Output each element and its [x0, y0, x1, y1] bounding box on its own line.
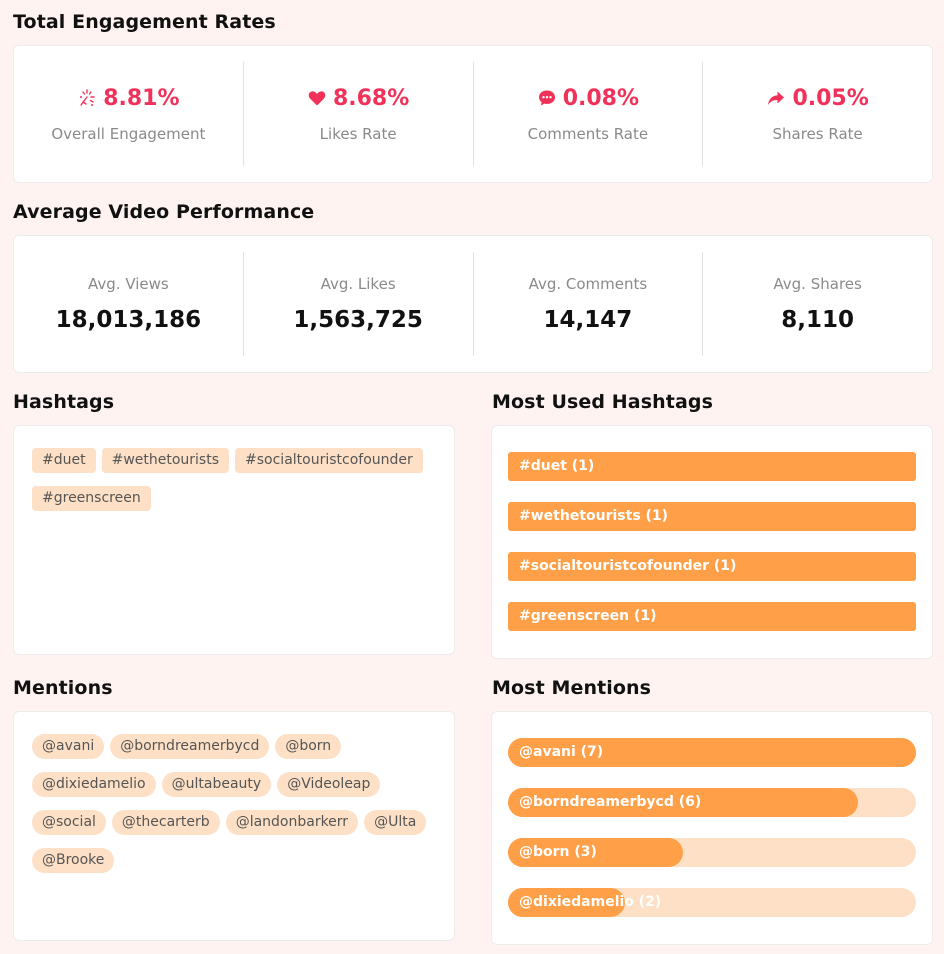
hashtags-section-title: Hashtags [13, 391, 115, 413]
performance-card: Avg. Views 18,013,186 Avg. Likes 1,563,7… [13, 235, 933, 373]
mention-chip[interactable]: @Videoleap [277, 772, 381, 797]
mention-bar: @dixiedamelio (2) [508, 888, 916, 917]
mentions-section-title: Mentions [13, 677, 113, 699]
hashtag-bar-fill [508, 502, 916, 531]
overall-engagement-label: Overall Engagement [51, 124, 206, 143]
most-mentions-card: @avani (7) @borndreamerbycd (6) @born (3… [491, 711, 933, 945]
avg-shares-value: 8,110 [781, 307, 854, 333]
likes-rate-label: Likes Rate [319, 124, 397, 143]
shares-rate-label: Shares Rate [772, 124, 863, 143]
hashtag-bar-fill [508, 602, 916, 631]
engagement-stats: 8.81% Overall Engagement 8.68% Likes Rat… [14, 46, 932, 182]
engagement-shares: 0.05% Shares Rate [703, 62, 932, 166]
performance-stats: Avg. Views 18,013,186 Avg. Likes 1,563,7… [14, 236, 932, 372]
mention-bar-fill [508, 788, 858, 817]
comments-rate-label: Comments Rate [527, 124, 649, 143]
hashtag-bar: #wethetourists (1) [508, 502, 916, 531]
comments-rate-value: 0.08% [562, 85, 640, 111]
avg-comments: Avg. Comments 14,147 [474, 252, 704, 356]
mentions-card: @avani @borndreamerbycd @born @dixiedame… [13, 711, 455, 941]
engagement-card: 8.81% Overall Engagement 8.68% Likes Rat… [13, 45, 933, 183]
avg-views-label: Avg. Views [88, 275, 169, 293]
hashtag-chip[interactable]: #greenscreen [32, 486, 151, 511]
hashtag-bar-label: #greenscreen (1) [519, 608, 657, 624]
most-used-hashtags-card: #duet (1) #wethetourists (1) #socialtour… [491, 425, 933, 659]
likes-rate-value: 8.68% [332, 85, 410, 111]
avg-comments-label: Avg. Comments [528, 275, 648, 293]
hashtag-chip[interactable]: #duet [32, 448, 96, 473]
avg-likes-value: 1,563,725 [293, 307, 423, 333]
hashtags-card: #duet #wethetourists #socialtouristcofou… [13, 425, 455, 655]
hashtag-chip[interactable]: #socialtouristcofounder [235, 448, 423, 473]
hashtag-bar-label: #duet (1) [519, 458, 595, 474]
performance-section-title: Average Video Performance [13, 201, 315, 223]
mention-chip[interactable]: @landonbarkerr [225, 810, 359, 835]
hashtag-chip-list: #duet #wethetourists #socialtouristcofou… [32, 448, 436, 511]
comment-icon [538, 90, 555, 106]
mention-bar-label: @dixiedamelio (2) [519, 894, 662, 910]
mention-chip-list: @avani @borndreamerbycd @born @dixiedame… [32, 734, 440, 873]
engagement-comments: 0.08% Comments Rate [474, 62, 704, 166]
hashtag-bar-label: #socialtouristcofounder (1) [519, 558, 737, 574]
hashtag-bar-label: #wethetourists (1) [519, 508, 669, 524]
engagement-likes: 8.68% Likes Rate [244, 62, 474, 166]
hashtag-bar-fill [508, 552, 916, 581]
shares-rate-value: 0.05% [792, 85, 869, 111]
mention-bar-fill [508, 888, 625, 917]
avg-views: Avg. Views 18,013,186 [14, 252, 244, 356]
most-used-hashtags-section-title: Most Used Hashtags [492, 391, 713, 413]
mention-bar-label: @borndreamerbycd (6) [519, 794, 702, 810]
hashtag-chip[interactable]: #wethetourists [101, 448, 230, 473]
hashtag-bar: #socialtouristcofounder (1) [508, 552, 916, 581]
mention-chip[interactable]: @Brooke [32, 848, 115, 873]
most-mentions-section-title: Most Mentions [492, 677, 652, 699]
mention-bar-fill [508, 738, 916, 767]
avg-comments-value: 14,147 [543, 307, 633, 333]
mention-bar: @born (3) [508, 838, 916, 867]
mention-chip[interactable]: @avani [32, 734, 105, 759]
avg-views-value: 18,013,186 [55, 307, 202, 333]
mention-chip[interactable]: @Ulta [364, 810, 427, 835]
mention-chip[interactable]: @born [275, 734, 342, 759]
share-icon [768, 91, 785, 105]
mention-bar: @avani (7) [508, 738, 916, 767]
mention-bar-label: @born (3) [519, 844, 597, 860]
avg-shares: Avg. Shares 8,110 [703, 252, 932, 356]
sparkle-icon [80, 89, 95, 106]
mention-chip[interactable]: @borndreamerbycd [110, 734, 270, 759]
mention-chip[interactable]: @dixiedamelio [32, 772, 156, 797]
mention-bar: @borndreamerbycd (6) [508, 788, 916, 817]
heart-icon [308, 91, 326, 106]
hashtag-bar: #duet (1) [508, 452, 916, 481]
avg-likes-label: Avg. Likes [320, 275, 396, 293]
mention-chip[interactable]: @social [32, 810, 106, 835]
mention-bar-label: @avani (7) [519, 744, 604, 760]
avg-shares-label: Avg. Shares [773, 275, 862, 293]
hashtag-bar-fill [508, 452, 916, 481]
mention-chip[interactable]: @thecarterb [111, 810, 220, 835]
mention-chip[interactable]: @ultabeauty [161, 772, 272, 797]
overall-engagement-value: 8.81% [103, 85, 180, 111]
avg-likes: Avg. Likes 1,563,725 [244, 252, 474, 356]
engagement-overall: 8.81% Overall Engagement [14, 62, 244, 166]
hashtag-bar: #greenscreen (1) [508, 602, 916, 631]
engagement-section-title: Total Engagement Rates [13, 11, 276, 33]
mention-bar-fill [508, 838, 684, 867]
